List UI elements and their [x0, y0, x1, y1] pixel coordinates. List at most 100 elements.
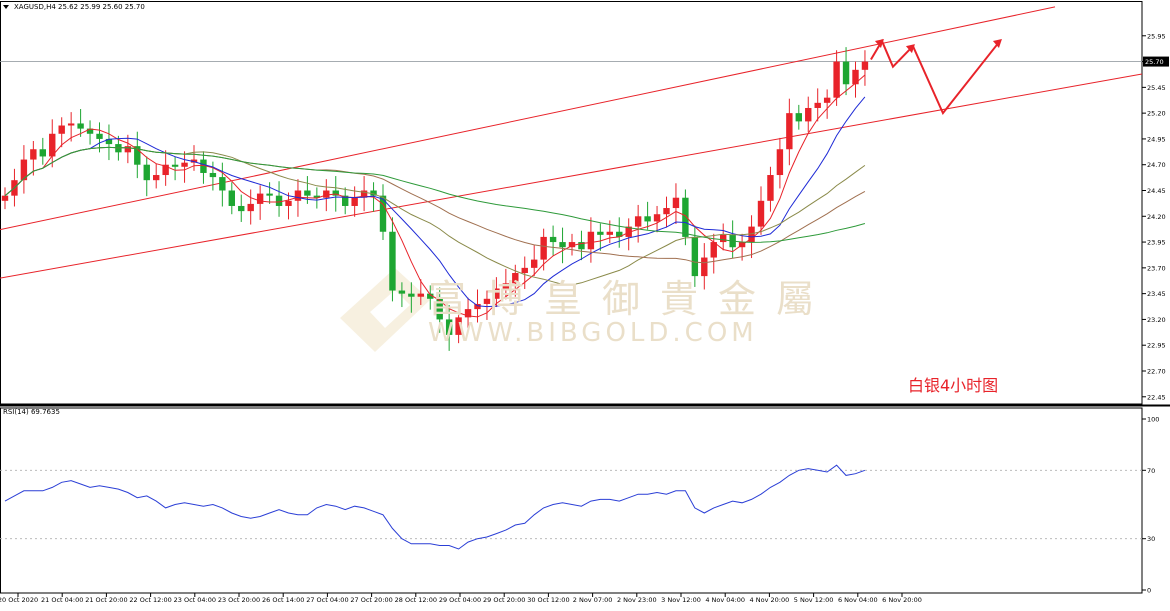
- candle-body: [455, 317, 462, 335]
- candle-body: [634, 216, 642, 227]
- menu-triangle-icon[interactable]: [3, 5, 9, 9]
- rsi-header: RSI(14) 69.7635: [3, 408, 60, 416]
- candle-body: [616, 231, 623, 237]
- candle-body: [304, 190, 311, 196]
- candle-body: [294, 190, 302, 201]
- ma-blue-line: [4, 96, 866, 308]
- x-tick-label: 6 Nov 20:00: [882, 596, 922, 604]
- candle-body: [436, 298, 443, 320]
- candle-body: [134, 146, 141, 165]
- price-tick-label: 22.70: [1147, 367, 1166, 375]
- candle-body: [757, 200, 765, 227]
- candle-body: [219, 177, 226, 191]
- candle-body: [398, 290, 406, 294]
- candle-body: [748, 226, 755, 243]
- candle-body: [795, 113, 802, 122]
- x-tick-label: 30 Oct 12:00: [527, 596, 569, 604]
- candle-body: [171, 164, 179, 167]
- candle-body: [313, 195, 321, 198]
- candle-body: [814, 102, 821, 108]
- candle-body: [625, 226, 632, 237]
- price-tick-label: 22.45: [1147, 393, 1166, 401]
- candle-body: [540, 236, 547, 260]
- candle-body: [285, 200, 292, 206]
- candle-body: [67, 123, 75, 126]
- projection-arrowhead-icon: [874, 38, 884, 48]
- candle-body: [512, 273, 519, 284]
- candle-body: [49, 133, 56, 157]
- candle-body: [805, 107, 812, 122]
- price-tick-label: 22.95: [1147, 342, 1166, 350]
- candle-body: [427, 293, 434, 299]
- chart-caption: 白银4小时图: [908, 376, 999, 395]
- candle-body: [143, 164, 150, 181]
- price-pane-frame: [0, 1, 1143, 405]
- x-tick-label: 4 Nov 04:00: [705, 596, 745, 604]
- candle-body: [30, 149, 37, 160]
- candle-body: [360, 190, 368, 198]
- candle-body: [653, 214, 661, 222]
- candle-body: [77, 123, 84, 129]
- ma-brown-line: [4, 146, 866, 264]
- watermark-logo-icon: [340, 268, 430, 352]
- x-tick-label: 23 Oct 20:00: [218, 596, 260, 604]
- candle-body: [389, 231, 396, 291]
- candle-body: [521, 267, 528, 274]
- logo-inner: [370, 290, 410, 328]
- x-tick-label: 26 Oct 14:00: [262, 596, 304, 604]
- rsi-tick-label: 100: [1147, 416, 1159, 424]
- candle-body: [86, 128, 94, 134]
- candle-body: [587, 231, 595, 250]
- candle-body: [464, 309, 472, 318]
- x-tick-label: 29 Oct 04:00: [439, 596, 481, 604]
- price-tick-label: 24.70: [1147, 161, 1166, 169]
- ma-fast-line: [4, 74, 866, 318]
- x-tick-label: 20 Oct 2020: [0, 596, 38, 604]
- ma-olive-line: [4, 146, 866, 286]
- x-tick-label: 27 Oct 04:00: [306, 596, 348, 604]
- candle-body: [549, 236, 557, 243]
- candle-body: [379, 195, 387, 232]
- price-tick-label: 24.95: [1147, 135, 1166, 143]
- candle-body: [200, 159, 207, 173]
- candle-body: [663, 208, 670, 215]
- candle-body: [720, 234, 727, 243]
- candle-body: [181, 162, 188, 167]
- current-price-label: 25.70: [1145, 58, 1164, 66]
- candle-body: [20, 159, 28, 181]
- price-tick-label: 24.20: [1147, 213, 1166, 221]
- candle-body: [786, 113, 793, 150]
- x-tick-label: 2 Nov 23:00: [617, 596, 657, 604]
- price-tick-label: 25.20: [1147, 110, 1166, 118]
- candle-body: [823, 97, 831, 103]
- candle-body: [682, 197, 689, 237]
- candle-body: [852, 69, 859, 85]
- price-tick-label: 23.70: [1147, 264, 1166, 272]
- candle-body: [483, 298, 491, 304]
- candle-body: [162, 164, 169, 176]
- candle-body: [597, 231, 604, 235]
- candle-body: [332, 190, 339, 196]
- candle-body: [710, 242, 717, 258]
- candle-body: [578, 242, 585, 250]
- watermark-cn: 富博皇御貴金屬: [428, 277, 835, 321]
- x-tick-label: 29 Oct 20:00: [483, 596, 525, 604]
- candle-body: [408, 293, 415, 297]
- x-tick-label: 21 Oct 04:00: [41, 596, 83, 604]
- candle-body: [559, 242, 566, 248]
- candle-body: [247, 203, 254, 212]
- price-tick-label: 23.20: [1147, 316, 1166, 324]
- rsi-tick-label: 70: [1147, 467, 1155, 475]
- candle-body: [776, 149, 784, 176]
- candle-body: [124, 146, 132, 153]
- candle-body: [531, 259, 538, 268]
- x-tick-label: 5 Nov 12:00: [794, 596, 834, 604]
- x-tick-label: 28 Oct 12:00: [395, 596, 437, 604]
- candle-body: [474, 303, 481, 310]
- candle-body: [502, 283, 510, 289]
- candle-body: [493, 288, 500, 299]
- x-tick-label: 22 Oct 12:00: [129, 596, 171, 604]
- candle-body: [445, 319, 453, 335]
- rsi-tick-label: 0: [1147, 587, 1151, 595]
